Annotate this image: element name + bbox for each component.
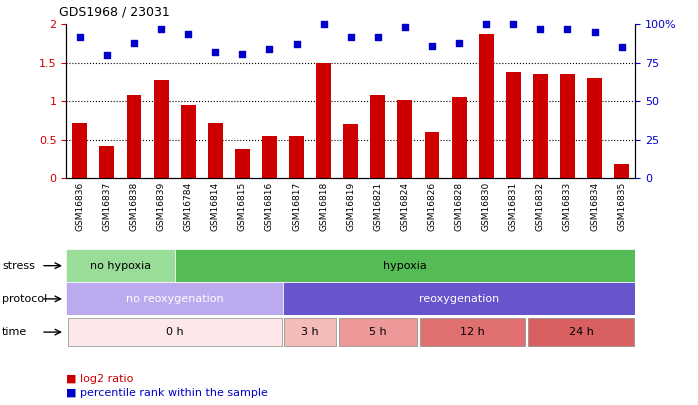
Text: ■ log2 ratio: ■ log2 ratio [66,374,134,384]
Text: 12 h: 12 h [460,327,485,337]
Bar [560,75,575,178]
Text: no reoxygenation: no reoxygenation [126,294,223,304]
Text: 3 h: 3 h [302,327,319,337]
Text: 0 h: 0 h [166,327,184,337]
Text: GSM16826: GSM16826 [427,182,436,231]
Bar [235,149,250,178]
Bar [424,132,440,178]
Bar [208,123,223,178]
Text: GSM16835: GSM16835 [617,182,626,231]
Bar [419,318,526,346]
Text: GDS1968 / 23031: GDS1968 / 23031 [59,5,170,18]
Text: GSM16818: GSM16818 [319,182,328,231]
Text: GSM16824: GSM16824 [401,182,410,231]
Point [209,49,221,55]
Bar [533,75,548,178]
Text: time: time [2,327,27,337]
Bar [343,124,358,178]
Text: GSM16817: GSM16817 [292,182,301,231]
Point [562,26,573,32]
Point [74,33,85,40]
Bar [397,100,413,178]
Point [156,26,167,32]
Point [346,33,357,40]
Text: GSM16816: GSM16816 [265,182,274,231]
Text: GSM16828: GSM16828 [454,182,463,231]
Text: GSM16837: GSM16837 [103,182,112,231]
Text: protocol: protocol [2,294,47,304]
Point [507,21,519,28]
Point [589,29,600,35]
Bar [73,123,87,178]
Bar [339,318,417,346]
Text: GSM16839: GSM16839 [156,182,165,231]
Point [264,46,275,52]
Bar [181,105,195,178]
Bar [614,164,629,178]
Point [616,44,628,51]
Point [318,21,329,28]
Text: GSM16836: GSM16836 [75,182,84,231]
Text: GSM16830: GSM16830 [482,182,491,231]
Text: GSM16833: GSM16833 [563,182,572,231]
Bar [262,136,277,178]
Point [183,30,194,37]
Text: GSM16831: GSM16831 [509,182,518,231]
Text: hypoxia: hypoxia [383,261,426,271]
Bar [289,136,304,178]
Bar [479,34,493,178]
Bar [452,98,466,178]
Bar [371,95,385,178]
Text: stress: stress [2,261,35,271]
Point [291,41,302,47]
Point [372,33,383,40]
Text: GSM16819: GSM16819 [346,182,355,231]
Text: GSM16821: GSM16821 [373,182,383,231]
Bar [66,282,283,315]
Text: GSM16832: GSM16832 [536,182,545,231]
Text: reoxygenation: reoxygenation [419,294,499,304]
Point [237,50,248,57]
Point [454,40,465,46]
Text: GSM16814: GSM16814 [211,182,220,231]
Bar [68,318,282,346]
Text: 24 h: 24 h [569,327,593,337]
Bar [174,249,635,282]
Point [426,43,438,49]
Bar [316,63,331,178]
Point [481,21,492,28]
Bar [154,80,169,178]
Point [128,40,140,46]
Point [399,24,410,31]
Bar [283,282,635,315]
Text: GSM16815: GSM16815 [238,182,247,231]
Bar [506,72,521,178]
Bar [66,249,174,282]
Bar [528,318,634,346]
Text: GSM16784: GSM16784 [184,182,193,231]
Point [101,52,112,58]
Text: no hypoxia: no hypoxia [90,261,151,271]
Bar [587,78,602,178]
Bar [284,318,336,346]
Point [535,26,546,32]
Text: GSM16838: GSM16838 [130,182,138,231]
Text: GSM16834: GSM16834 [590,182,599,231]
Bar [126,95,142,178]
Text: ■ percentile rank within the sample: ■ percentile rank within the sample [66,388,268,398]
Bar [100,146,114,178]
Text: 5 h: 5 h [369,327,387,337]
